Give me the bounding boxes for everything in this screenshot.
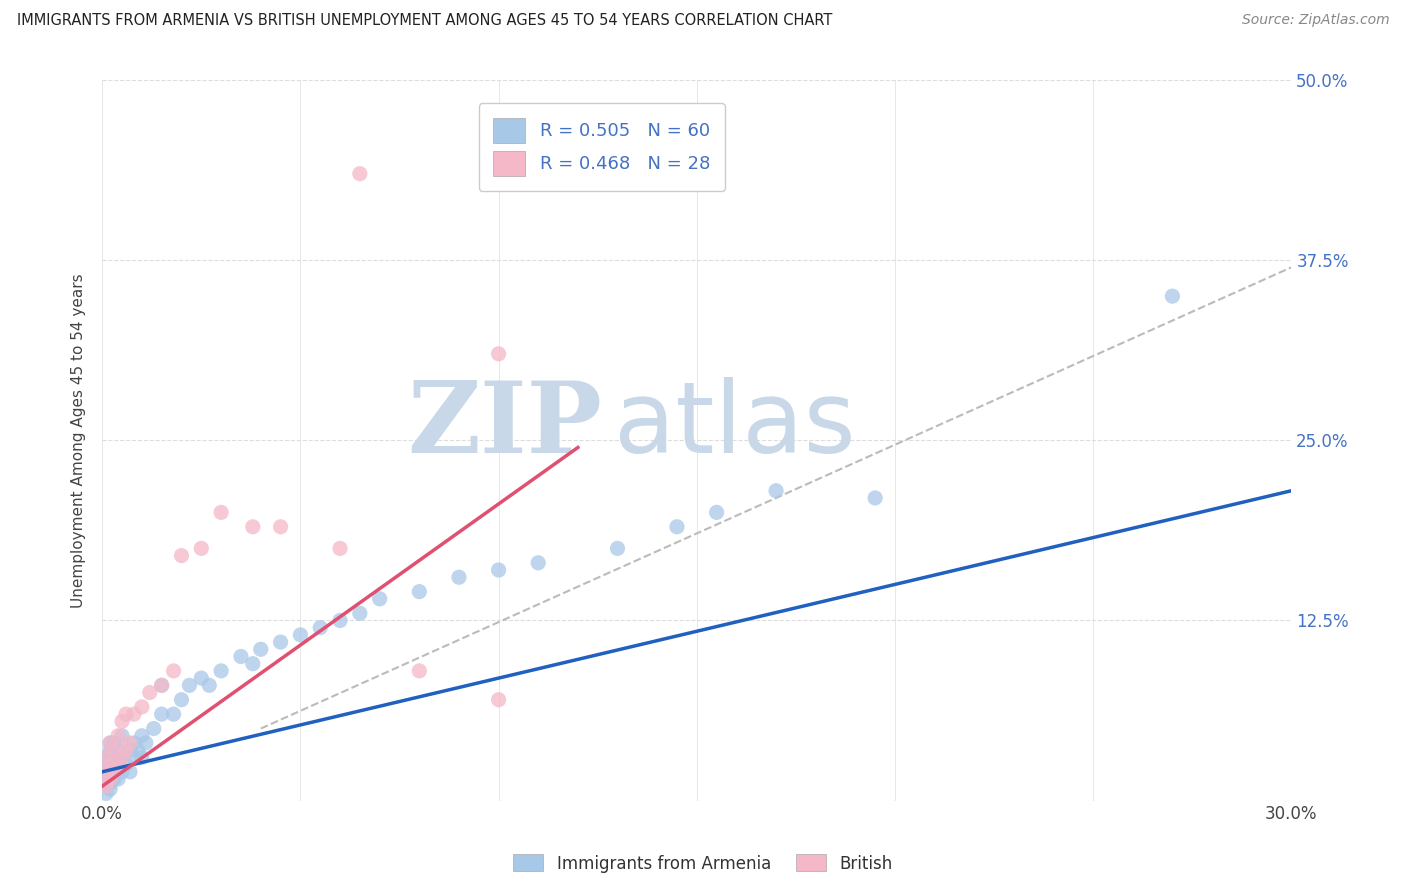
Point bbox=[96, 764, 118, 779]
Point bbox=[270, 520, 292, 534]
Point bbox=[349, 167, 371, 181]
Point bbox=[111, 750, 134, 764]
Point bbox=[96, 772, 118, 786]
Point bbox=[488, 692, 510, 706]
Point bbox=[249, 642, 271, 657]
Point bbox=[98, 743, 121, 757]
Point bbox=[103, 743, 125, 757]
Point bbox=[96, 779, 118, 793]
Point bbox=[122, 707, 145, 722]
Point bbox=[98, 776, 121, 790]
Point bbox=[706, 505, 728, 519]
Point bbox=[98, 767, 121, 781]
Point bbox=[107, 729, 129, 743]
Point bbox=[606, 541, 628, 556]
Text: IMMIGRANTS FROM ARMENIA VS BRITISH UNEMPLOYMENT AMONG AGES 45 TO 54 YEARS CORREL: IMMIGRANTS FROM ARMENIA VS BRITISH UNEMP… bbox=[17, 13, 832, 29]
Point bbox=[150, 678, 173, 692]
Point bbox=[96, 757, 118, 772]
Point bbox=[162, 707, 184, 722]
Point bbox=[111, 750, 134, 764]
Point bbox=[107, 772, 129, 786]
Point bbox=[131, 729, 153, 743]
Point bbox=[115, 707, 138, 722]
Point bbox=[118, 764, 141, 779]
Point bbox=[103, 772, 125, 786]
Point bbox=[96, 779, 118, 793]
Point bbox=[127, 743, 149, 757]
Point bbox=[408, 584, 430, 599]
Point bbox=[290, 628, 312, 642]
Point bbox=[98, 736, 121, 750]
Text: Source: ZipAtlas.com: Source: ZipAtlas.com bbox=[1241, 13, 1389, 28]
Point bbox=[96, 764, 118, 779]
Point bbox=[118, 743, 141, 757]
Text: atlas: atlas bbox=[613, 377, 855, 475]
Point bbox=[131, 700, 153, 714]
Point bbox=[170, 549, 193, 563]
Point bbox=[107, 743, 129, 757]
Point bbox=[408, 664, 430, 678]
Point bbox=[135, 736, 157, 750]
Point bbox=[447, 570, 470, 584]
Point bbox=[242, 657, 264, 671]
Point bbox=[1161, 289, 1184, 303]
Point bbox=[122, 750, 145, 764]
Point bbox=[111, 764, 134, 779]
Point bbox=[139, 685, 162, 699]
Point bbox=[765, 483, 787, 498]
Point bbox=[111, 729, 134, 743]
Point bbox=[527, 556, 550, 570]
Point bbox=[190, 671, 212, 685]
Point bbox=[198, 678, 221, 692]
Point bbox=[98, 753, 121, 767]
Point bbox=[111, 714, 134, 729]
Point bbox=[170, 692, 193, 706]
Point bbox=[142, 722, 165, 736]
Legend: Immigrants from Armenia, British: Immigrants from Armenia, British bbox=[506, 847, 900, 880]
Point bbox=[665, 520, 688, 534]
Point bbox=[96, 750, 118, 764]
Point bbox=[98, 762, 121, 776]
Y-axis label: Unemployment Among Ages 45 to 54 years: Unemployment Among Ages 45 to 54 years bbox=[72, 273, 86, 607]
Point bbox=[115, 757, 138, 772]
Point bbox=[329, 541, 352, 556]
Point bbox=[131, 750, 153, 764]
Point bbox=[118, 736, 141, 750]
Point bbox=[270, 635, 292, 649]
Point bbox=[96, 786, 118, 800]
Point bbox=[179, 678, 201, 692]
Point bbox=[103, 764, 125, 779]
Point bbox=[863, 491, 886, 505]
Point bbox=[329, 614, 352, 628]
Point bbox=[488, 347, 510, 361]
Point bbox=[209, 505, 232, 519]
Text: ZIP: ZIP bbox=[406, 377, 602, 475]
Point bbox=[98, 782, 121, 797]
Point bbox=[150, 707, 173, 722]
Point bbox=[96, 750, 118, 764]
Point bbox=[103, 750, 125, 764]
Point bbox=[98, 772, 121, 786]
Point bbox=[115, 743, 138, 757]
Point bbox=[98, 757, 121, 772]
Point bbox=[107, 757, 129, 772]
Point bbox=[98, 736, 121, 750]
Point bbox=[209, 664, 232, 678]
Point bbox=[190, 541, 212, 556]
Point bbox=[150, 678, 173, 692]
Point bbox=[107, 757, 129, 772]
Point bbox=[162, 664, 184, 678]
Legend: R = 0.505   N = 60, R = 0.468   N = 28: R = 0.505 N = 60, R = 0.468 N = 28 bbox=[478, 103, 724, 191]
Point bbox=[229, 649, 252, 664]
Point bbox=[103, 764, 125, 779]
Point bbox=[488, 563, 510, 577]
Point bbox=[349, 607, 371, 621]
Point bbox=[309, 621, 332, 635]
Point bbox=[368, 591, 391, 606]
Point bbox=[242, 520, 264, 534]
Point bbox=[103, 736, 125, 750]
Point bbox=[122, 736, 145, 750]
